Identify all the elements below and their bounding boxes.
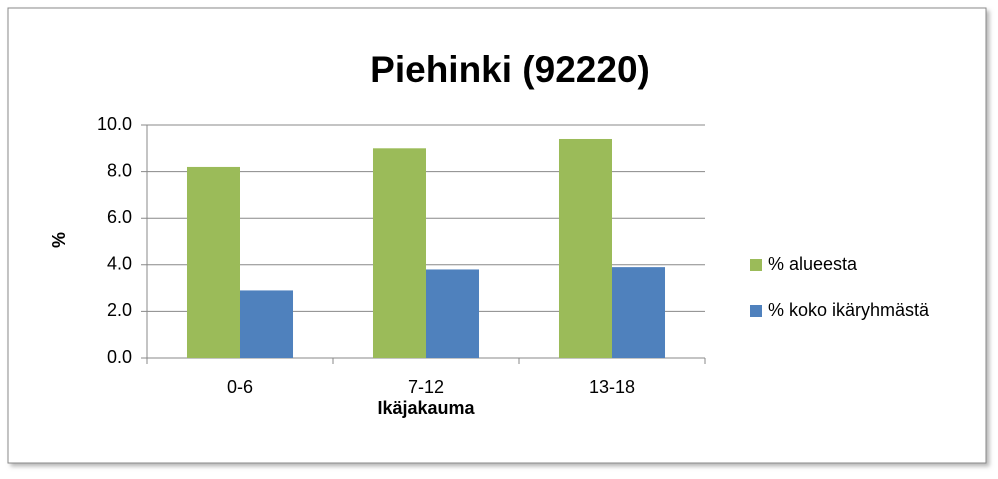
x-tick-label: 0-6	[227, 377, 253, 397]
legend-swatch	[750, 259, 762, 271]
x-axis-label: Ikäjakauma	[377, 398, 475, 418]
bar	[372, 148, 426, 358]
y-tick-label: 8.0	[107, 160, 132, 180]
legend-label: % alueesta	[768, 254, 858, 274]
bar	[240, 290, 294, 358]
bar	[186, 166, 240, 358]
legend-label: % koko ikäryhmästä	[768, 300, 930, 320]
bar	[612, 267, 666, 358]
x-tick-label: 7-12	[408, 377, 444, 397]
bar	[558, 138, 612, 358]
chart-frame	[7, 7, 987, 464]
y-tick-label: 2.0	[107, 300, 132, 320]
y-tick-label: 10.0	[97, 114, 132, 134]
y-tick-label: 0.0	[107, 347, 132, 367]
y-tick-label: 6.0	[107, 207, 132, 227]
y-tick-label: 4.0	[107, 254, 132, 274]
y-axis-label: %	[49, 232, 69, 248]
bar	[426, 269, 480, 358]
chart-title: Piehinki (92220)	[370, 49, 650, 90]
legend-swatch	[750, 305, 762, 317]
x-tick-label: 13-18	[589, 377, 635, 397]
